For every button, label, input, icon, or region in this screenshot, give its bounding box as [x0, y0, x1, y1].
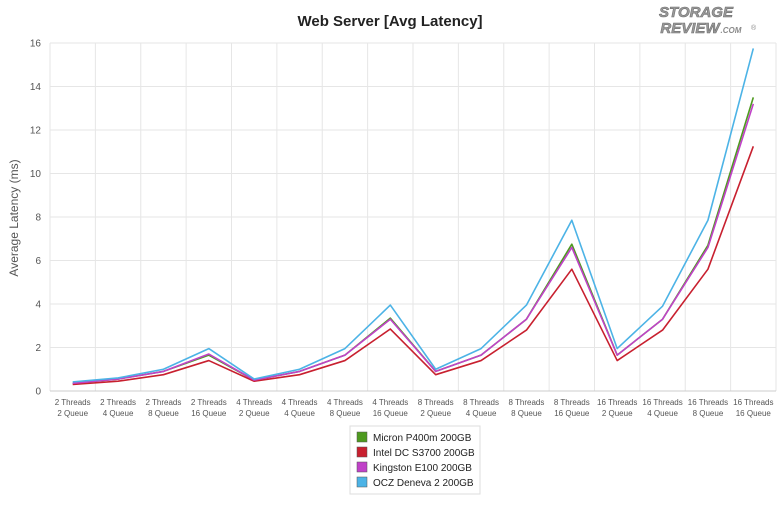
x-tick-label: 8 Queue	[330, 409, 361, 418]
x-tick-label: 4 Threads	[372, 398, 408, 407]
y-tick-label: 6	[35, 256, 41, 267]
x-tick-label: 4 Threads	[236, 398, 272, 407]
legend-swatch	[356, 446, 368, 458]
storagereview-logo: STORAGE REVIEW .COM ®	[659, 4, 757, 38]
x-tick-label: 4 Threads	[282, 398, 318, 407]
x-tick-label: 16 Threads	[688, 398, 728, 407]
chart-title: Web Server [Avg Latency]	[297, 13, 482, 30]
series-line-4	[72, 48, 755, 383]
x-tick-label: 2 Threads	[100, 398, 136, 407]
logo-suffix: .COM	[721, 26, 742, 35]
legend-box	[349, 425, 481, 495]
x-tick-label: 2 Queue	[420, 409, 451, 418]
x-tick-label: 16 Queue	[554, 409, 590, 418]
legend: Micron P400m 200GB Intel DC S3700 200GB Ki…	[349, 425, 481, 495]
x-tick-label: 2 Queue	[239, 409, 270, 418]
gridlines	[49, 42, 777, 392]
x-tick-label: 4 Queue	[466, 409, 497, 418]
x-tick-label: 2 Queue	[57, 409, 88, 418]
x-tick-label: 8 Queue	[693, 409, 724, 418]
x-tick-label: 2 Queue	[602, 409, 633, 418]
series-line-3	[72, 103, 755, 385]
x-tick-label: 4 Queue	[647, 409, 678, 418]
y-tick-label: 16	[30, 39, 42, 50]
legend-label: Intel DC S3700 200GB	[373, 448, 475, 459]
legend-label: OCZ Deneva 2 200GB	[373, 478, 474, 489]
y-tick-label: 10	[30, 169, 42, 180]
x-tick-label: 4 Queue	[103, 409, 134, 418]
x-tick-label: 8 Threads	[509, 398, 545, 407]
y-tick-label: 14	[30, 82, 42, 93]
x-tick-label: 8 Threads	[418, 398, 454, 407]
y-tick-label: 2	[35, 343, 41, 354]
logo-registered: ®	[751, 24, 757, 32]
legend-label: Kingston E100 200GB	[373, 463, 472, 474]
x-tick-label: 16 Queue	[191, 409, 227, 418]
x-tick-label: 4 Threads	[327, 398, 363, 407]
x-tick-label: 4 Queue	[284, 409, 315, 418]
y-tick-label: 12	[30, 126, 42, 137]
x-tick-label: 8 Threads	[463, 398, 499, 407]
legend-swatch	[356, 476, 368, 488]
logo-line2: REVIEW	[660, 20, 721, 37]
x-axis-ticks: 2 Threads 2 Queue 2 Threads 4 Queue 2 Thread…	[55, 398, 774, 418]
logo-line1: STORAGE	[659, 4, 734, 21]
x-tick-label: 2 Threads	[146, 398, 182, 407]
legend-swatch	[356, 431, 368, 443]
y-axis-ticks: 0 2 4 6 8 10 12 14 16	[30, 39, 42, 398]
x-tick-label: 8 Queue	[511, 409, 542, 418]
x-tick-label: 16 Queue	[373, 409, 409, 418]
x-tick-label: 2 Threads	[191, 398, 227, 407]
x-tick-label: 2 Threads	[55, 398, 91, 407]
y-tick-label: 4	[35, 300, 41, 311]
x-tick-label: 16 Threads	[733, 398, 773, 407]
y-axis-label: Average Latency (ms)	[7, 159, 21, 276]
legend-swatch	[356, 461, 368, 473]
x-tick-label: 16 Threads	[642, 398, 682, 407]
series-lines	[72, 48, 755, 386]
legend-label: Micron P400m 200GB	[373, 433, 472, 444]
y-tick-label: 8	[35, 213, 41, 224]
x-tick-label: 8 Threads	[554, 398, 590, 407]
series-line-2	[72, 146, 755, 386]
x-tick-label: 16 Queue	[736, 409, 772, 418]
x-tick-label: 8 Queue	[148, 409, 179, 418]
y-tick-label: 0	[35, 387, 41, 398]
x-tick-label: 16 Threads	[597, 398, 637, 407]
